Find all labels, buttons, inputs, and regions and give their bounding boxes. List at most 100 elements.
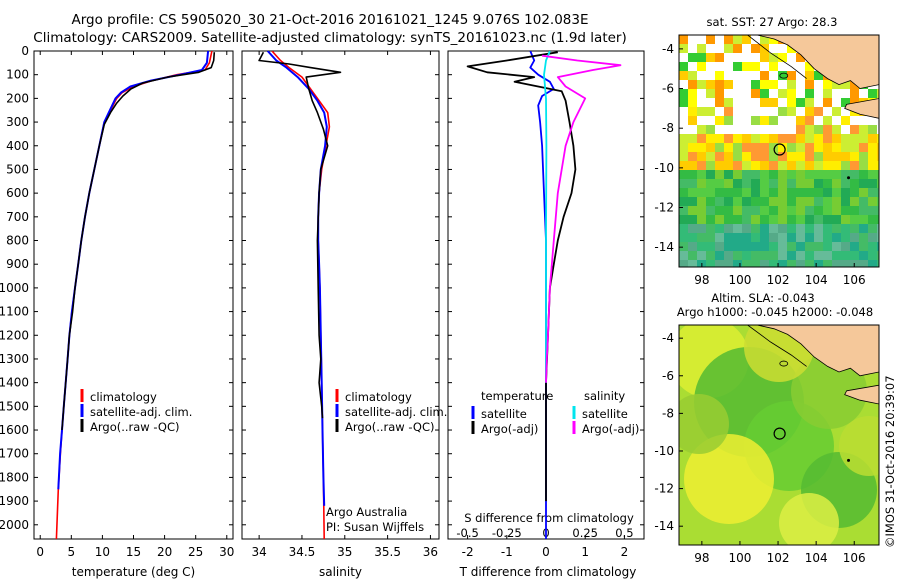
y-tick-label: -4	[662, 331, 674, 345]
y-tick-label: 1600	[0, 423, 29, 437]
x-tick-label: 100	[728, 273, 751, 287]
y-tick-label: -10	[654, 161, 674, 175]
series-line-argo	[61, 52, 216, 431]
y-tick-label: 2000	[0, 518, 29, 532]
x-tick-label-secondary: 0.5	[615, 526, 633, 540]
y-tick-label: 700	[6, 210, 29, 224]
difference-panel: -2 -1 0 1 2-0.5 -0.25 0 0.25 0.5S difference fro…	[447, 50, 645, 579]
x-tick-label: 34	[251, 545, 266, 559]
x-tick-label: 102	[767, 551, 790, 565]
series-group	[466, 51, 622, 539]
annotation-pi: PI: Susan Wijffels	[326, 520, 424, 534]
land-java	[844, 98, 879, 119]
x-tick-label: -2	[462, 545, 474, 559]
land-sumatra	[757, 35, 879, 89]
x-tick-label: 2	[621, 545, 629, 559]
x-tick-label: 35.5	[374, 545, 401, 559]
x-tick-label: 5	[67, 545, 75, 559]
x-tick-label: 10	[95, 545, 110, 559]
x-tick-label: 30	[219, 545, 234, 559]
x-tick-label: -1	[501, 545, 513, 559]
y-tick-label: 1400	[0, 376, 29, 390]
temperature-panel: 0 5 10 15 20 25 300100200300400500600700800900…	[0, 44, 234, 579]
x-tick-label: 100	[728, 551, 751, 565]
map-title-sst: sat. SST: 27 Argo: 28.3	[707, 15, 838, 29]
legend-label: satellite	[582, 407, 628, 421]
y-tick-label: 1000	[0, 281, 29, 295]
legend-title-temperature: temperature	[481, 389, 553, 403]
series-line-s-argo	[541, 54, 622, 383]
island-enggano	[779, 360, 789, 367]
y-tick-label: -14	[654, 519, 674, 533]
x-axis-label: temperature (deg C)	[72, 565, 195, 579]
y-tick-label: 800	[6, 234, 29, 248]
x-tick-label: 1	[581, 545, 589, 559]
series-group	[55, 51, 216, 539]
map-frame	[678, 324, 880, 546]
map-field	[679, 325, 879, 545]
y-tick-label: -14	[654, 240, 674, 254]
x-tick-label-secondary: -0.25	[492, 526, 522, 540]
x-tick-label: 34.5	[289, 545, 316, 559]
x-tick-label: 104	[805, 273, 828, 287]
y-tick-label: 300	[6, 115, 29, 129]
y-tick-label: 1700	[0, 447, 29, 461]
y-tick-label: 1500	[0, 399, 29, 413]
annotation-institution: Argo Australia	[326, 505, 407, 519]
y-tick-label: 500	[6, 162, 29, 176]
y-tick-label: 1900	[0, 494, 29, 508]
land-java	[844, 384, 879, 405]
chart-title: Argo profile: CS 5905020_30 21-Oct-2016 …	[71, 12, 589, 28]
argo-float-marker	[773, 143, 786, 156]
x-tick-label: 0	[542, 545, 550, 559]
x-tick-label-secondary: -0.5	[456, 526, 478, 540]
legend-label: Argo(..raw -QC)	[345, 420, 435, 434]
y-tick-label: 600	[6, 186, 29, 200]
map-frame	[678, 34, 880, 268]
series-line-argo	[258, 51, 342, 419]
legend-label: satellite	[481, 407, 527, 421]
land-sumatra	[757, 325, 879, 377]
map-subtitle-sla: Argo h1000: -0.045 h2000: -0.048	[677, 305, 873, 319]
x-axis-label: T difference from climatology	[459, 565, 637, 579]
plot-frame	[241, 50, 440, 540]
x-tick-label: 106	[843, 273, 866, 287]
x-tick-label: 35	[337, 545, 352, 559]
x-tick-label: 36	[423, 545, 438, 559]
x-tick-label: 106	[843, 551, 866, 565]
map-field	[679, 35, 879, 267]
legend-label: satellite-adj. clim.	[345, 405, 447, 419]
y-tick-label: -8	[662, 121, 674, 135]
island-christmas	[847, 176, 851, 180]
legend-label: climatology	[90, 390, 157, 404]
contour-line	[747, 325, 807, 367]
credit-text: ©IMOS 31-Oct-2016 20:39:07	[883, 375, 897, 548]
chart-subtitle: Climatology: CARS2009. Satellite-adjuste…	[33, 30, 627, 46]
x-tick-label: 102	[767, 273, 790, 287]
y-tick-label: -12	[654, 482, 674, 496]
island-christmas	[847, 458, 851, 462]
x-tick-label: 20	[157, 545, 172, 559]
y-tick-label: 900	[6, 257, 29, 271]
legend-label: climatology	[345, 390, 412, 404]
x-tick-label: 98	[694, 273, 709, 287]
y-tick-label: 100	[6, 68, 29, 82]
y-tick-label: 1300	[0, 352, 29, 366]
y-tick-label: 400	[6, 139, 29, 153]
contour-line	[747, 35, 807, 79]
y-tick-label: -6	[662, 369, 674, 383]
map-title-sla: Altim. SLA: -0.043	[711, 291, 815, 305]
x-tick-label: 15	[126, 545, 141, 559]
y-tick-label: 1800	[0, 470, 29, 484]
y-tick-label: 200	[6, 91, 29, 105]
sst-map-panel: 98 100 102 104 106 -4 -6 -8 -10 -12 -14 sat. SST: 2…	[654, 15, 880, 287]
y-tick-label: -12	[654, 201, 674, 215]
x-tick-label: 98	[694, 551, 709, 565]
y-tick-label: -4	[662, 42, 674, 56]
salinity-panel: 34 34.5 35 35.5 36 salinity climatologysatelli…	[241, 50, 447, 579]
x-tick-label-secondary: 0.25	[572, 526, 598, 540]
sla-map-panel: 98 100 102 104 106 -4 -6 -8 -10 -12 -14 Altim. SLA:…	[654, 291, 897, 565]
series-line-s-satellite	[543, 51, 551, 383]
legend-title-salinity: salinity	[584, 389, 625, 403]
y-tick-label: 1200	[0, 328, 29, 342]
